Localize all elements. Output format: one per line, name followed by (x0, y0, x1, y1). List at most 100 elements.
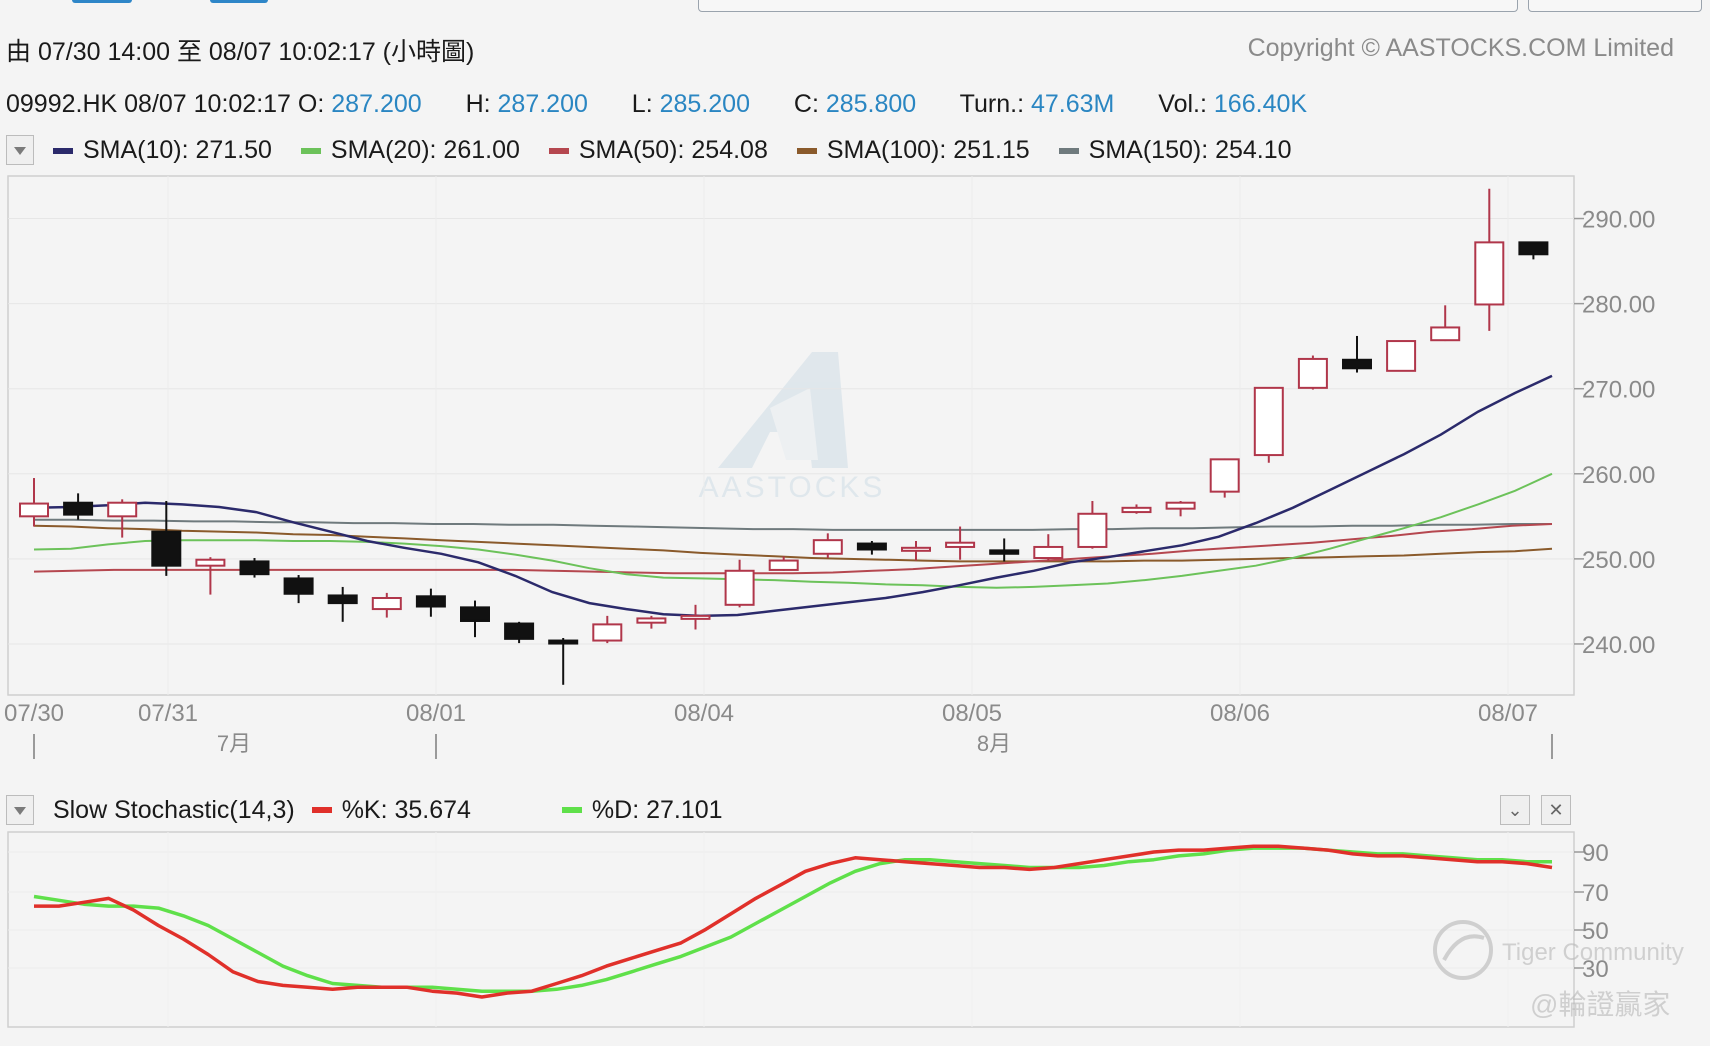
candle (283, 575, 314, 604)
price-x-tick-label: 08/06 (1210, 700, 1270, 727)
candle-body (945, 541, 976, 548)
volume-label: Vol.: (1158, 90, 1207, 118)
candles (19, 188, 1549, 685)
price-y-tick-label: 240.00 (1582, 632, 1655, 659)
candle (768, 556, 799, 571)
candle-body (548, 639, 579, 645)
candle (1342, 335, 1372, 373)
stoch-d-line (33, 846, 1552, 993)
candle (19, 478, 49, 527)
candle (1253, 386, 1284, 463)
candle-body (1253, 386, 1284, 457)
sma-legend: SMA(10): 271.50 SMA(20): 261.00 SMA(50):… (6, 135, 1314, 167)
tiger-watermark-text: Tiger Community (1502, 939, 1684, 966)
candle-body (1430, 326, 1461, 342)
candle (592, 615, 623, 644)
candle (1033, 534, 1064, 561)
candle (1518, 241, 1549, 260)
sma150-line (34, 518, 1552, 531)
candle (1165, 501, 1196, 517)
candle (504, 621, 535, 644)
candle-body (1474, 241, 1505, 306)
toolbar-button-group[interactable] (698, 0, 1518, 12)
price-x-tick-label: 08/05 (942, 700, 1002, 727)
candle (63, 493, 94, 520)
close-panel-button[interactable]: ✕ (1541, 795, 1571, 825)
toolbar-tab-indicator[interactable] (72, 0, 132, 3)
stoch-y-tick-label: 50 (1582, 918, 1609, 945)
turnover-label: Turn.: (959, 90, 1025, 118)
price-y-tick-label: 250.00 (1582, 547, 1655, 574)
candle (371, 592, 402, 618)
stoch-lines (33, 844, 1553, 999)
collapse-panel-button[interactable]: ⌄ (1500, 795, 1530, 825)
sma100-label: SMA(100): 251.15 (826, 135, 1030, 164)
sma50-line (33, 523, 1553, 575)
stoch-legend: Slow Stochastic(14,3) %K: 35.674 %D: 27.… (6, 795, 733, 827)
volume-value: 166.40K (1213, 90, 1308, 118)
symbol-time: 09992.HK 08/07 10:02:17 (6, 90, 291, 118)
turnover-value: 47.63M (1031, 90, 1115, 118)
candle-body (592, 623, 623, 642)
k-swatch (311, 807, 332, 814)
sma10-label: SMA(10): 271.50 (82, 135, 272, 164)
candle (1297, 355, 1328, 390)
candle-body (151, 530, 182, 567)
candle-body (504, 622, 535, 640)
close-value: 285.800 (825, 90, 917, 118)
candle (856, 541, 887, 555)
candle (989, 538, 1020, 562)
candle-body (1209, 458, 1240, 493)
price-x-axis: 07/30 07/31 08/01 08/04 08/05 08/06 08/07 7月 8月 (4, 700, 1553, 759)
candle (945, 526, 976, 560)
sma-legend-item: SMA(100): 251.15 (796, 135, 1030, 165)
aastocks-watermark-text: AASTOCKS (699, 471, 886, 504)
stoch-dropdown-button[interactable] (6, 795, 34, 826)
aastocks-watermark: AASTOCKS (699, 352, 886, 504)
candle-body (460, 606, 490, 622)
price-y-tick-label: 280.00 (1582, 292, 1655, 319)
stoch-y-axis: 90 70 50 30 (1574, 840, 1609, 983)
candle-body (680, 614, 711, 620)
candle (724, 559, 755, 608)
candle-body (1297, 357, 1328, 389)
stoch-y-tick-label: 30 (1582, 956, 1609, 983)
candle-body (327, 594, 358, 605)
sma150-swatch (1058, 148, 1079, 155)
candle-body (19, 502, 49, 518)
price-x-tick-label: 07/30 (4, 700, 64, 727)
weibo-watermark-text: @輪證贏家 (1530, 989, 1670, 1020)
stoch-k-line (34, 844, 1553, 999)
price-x-tick-label: 08/07 (1478, 700, 1538, 727)
stoch-grid (8, 832, 1574, 1027)
candle (1121, 504, 1152, 514)
sma10-swatch (52, 148, 73, 155)
candle-body (812, 539, 843, 555)
tiger-watermark: Tiger Community @輪證贏家 (1433, 920, 1684, 1020)
candle (680, 604, 711, 630)
toolbar-button-group-right[interactable] (1528, 0, 1702, 12)
sma20-line (33, 472, 1553, 589)
toolbar-tab-indicator[interactable] (210, 0, 268, 3)
candle (460, 600, 490, 638)
high-value: 287.200 (497, 90, 588, 118)
candle-body (1121, 506, 1152, 514)
candle-body (856, 542, 887, 551)
candle-body (63, 501, 94, 516)
low-label: L: (631, 90, 653, 118)
candle-body (239, 560, 270, 576)
sma-dropdown-button[interactable] (6, 135, 34, 166)
candle-body (1518, 241, 1549, 256)
candle-body (415, 595, 446, 608)
price-x-tick-label: 07/31 (138, 700, 198, 727)
price-x-tick-label: 08/04 (674, 700, 734, 727)
d-swatch (561, 807, 582, 814)
candle-body (1386, 340, 1417, 372)
price-grid (8, 176, 1574, 695)
stoch-name: Slow Stochastic(14,3) (52, 795, 295, 824)
sma50-label: SMA(50): 254.08 (578, 135, 768, 164)
candle (151, 501, 182, 576)
price-y-tick-label: 270.00 (1582, 377, 1655, 404)
candle-body (1077, 512, 1108, 548)
sma100-swatch (796, 148, 817, 155)
